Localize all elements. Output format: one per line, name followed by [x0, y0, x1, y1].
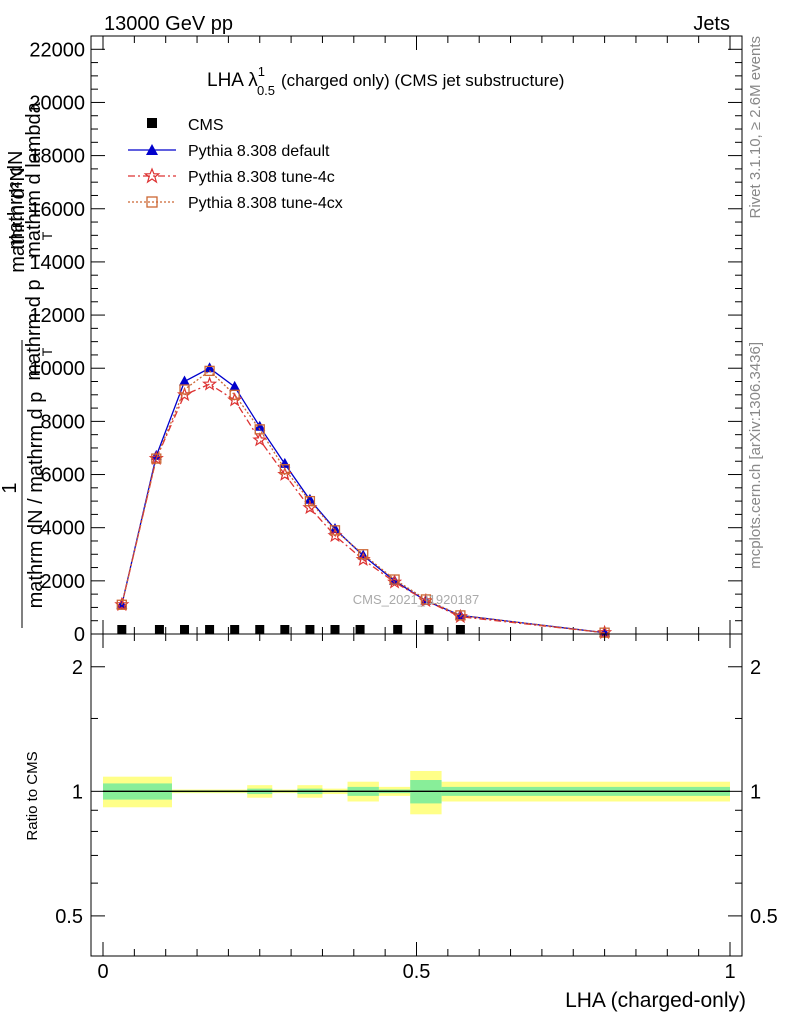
cms-data-point [393, 625, 403, 634]
tune4cx-data-point [179, 384, 190, 395]
legend-4c-marker [143, 167, 161, 184]
cms-data-point [355, 625, 365, 634]
tune4cx-data-point [329, 525, 341, 536]
default-data-point [279, 457, 291, 468]
header-left: 13000 GeV pp [104, 13, 233, 35]
tune4cx-data-point [279, 464, 290, 475]
tune4cx-data-point [358, 549, 369, 560]
ylabel-garbled: mathrm dN [5, 151, 27, 250]
cms-data-point [230, 625, 240, 634]
cms-data-point [424, 625, 434, 634]
ylabel-line-4: mathrm d lambda [23, 101, 45, 257]
ratio-y-tick-label-right: 0.5 [750, 906, 778, 928]
plot-title-rest: (charged only) (CMS jet substructure) [281, 71, 564, 90]
main-y-tick-label: 12000 [29, 305, 85, 327]
tune4cx-data-point [389, 574, 400, 585]
plot-title: LHA λ1 0.5 (charged only) (CMS jet substru… [207, 64, 564, 98]
watermark: CMS_2021_I1920187 [353, 592, 480, 607]
plot-title-sup: 1 [258, 64, 265, 79]
default-data-point [150, 449, 162, 460]
main-y-label: mathrm d²N mathrm d p T mathrm d lambda … [0, 101, 55, 628]
cms-data-point [117, 625, 127, 634]
cms-data-point [154, 625, 164, 634]
main-y-tick-label: 18000 [29, 146, 85, 168]
legend-cms-marker [147, 118, 157, 128]
cms-data-point [330, 625, 340, 634]
mcplots-label: mcplots.cern.ch [arXiv:1306.3436] [747, 342, 764, 569]
tune4c-data-point [202, 376, 218, 391]
default-data-point [204, 362, 216, 373]
ratio-y-tick-label-right: 1 [750, 781, 761, 803]
plot-title-main: LHA λ [207, 70, 258, 91]
ratio-y-label: Ratio to CMS [24, 751, 41, 840]
cms-data-point [180, 625, 190, 634]
series-line-2 [121, 383, 605, 634]
ratio-y-axis: 0.5 0.5 1 1 2 2 [55, 657, 778, 928]
plot-title-sub: 0.5 [257, 83, 275, 98]
cms-data-point [305, 625, 315, 634]
cms-data-point [280, 625, 290, 634]
tune4cx-data-point [116, 599, 127, 610]
ratio-bands [103, 770, 730, 815]
default-data-point [254, 420, 266, 431]
ratio-y-tick-label-right: 2 [750, 657, 761, 679]
main-y-tick-label: 8000 [41, 411, 86, 433]
main-series-group [114, 362, 613, 640]
main-y-axis: 0 2000 4000 6000 8000 10000 12000 14000 16000 180… [29, 39, 742, 646]
ratio-x-tick-label: 0 [97, 961, 108, 983]
main-y-tick-label: 10000 [29, 358, 85, 380]
legend-4cx-label: Pythia 8.308 tune-4cx [188, 195, 343, 212]
legend-4cx-marker [146, 196, 158, 208]
main-y-tick-label: 20000 [29, 92, 85, 114]
rivet-label: Rivet 3.1.10, ≥ 2.6M events [747, 36, 764, 219]
main-y-tick-label: 16000 [29, 199, 85, 221]
main-y-tick-label: 2000 [41, 571, 86, 593]
ratio-x-tick-label: 1 [724, 961, 735, 983]
default-data-point [229, 380, 241, 391]
main-y-tick-label: 22000 [29, 39, 85, 61]
legend-default-label: Pythia 8.308 default [188, 143, 330, 160]
cms-data-point [455, 625, 465, 634]
default-data-point [179, 375, 191, 386]
tune4cx-data-point [304, 495, 316, 507]
ratio-y-tick-label: 0.5 [55, 906, 83, 928]
ylabel-line-3: T [39, 231, 55, 240]
main-y-tick-label: 4000 [41, 518, 86, 540]
ratio-x-tick-label: 0.5 [403, 961, 431, 983]
tune4cx-data-point [254, 424, 265, 435]
x-axis-label: LHA (charged-only) [565, 989, 746, 1012]
tune4cx-data-point [455, 610, 466, 621]
main-y-tick-label: 6000 [41, 465, 86, 487]
ratio-y-tick-label: 1 [72, 781, 83, 803]
legend-cms-label: CMS [188, 117, 224, 134]
ylabel-line-1: mathrm d²N [7, 167, 29, 273]
ylabel-frac-num: 1 [0, 482, 21, 493]
cms-data-point [205, 625, 215, 634]
main-x-ticks [102, 36, 731, 634]
default-data-point [304, 493, 316, 504]
legend-default-marker [146, 144, 158, 155]
header-right: Jets [693, 13, 730, 35]
cms-data-point [255, 625, 265, 634]
series-line-3 [121, 370, 605, 634]
tune4c-data-point [252, 432, 268, 447]
tune4cx-data-point [151, 453, 162, 464]
ratio-y-tick-label: 2 [72, 657, 83, 679]
ylabel-line-2: mathrm d p [23, 279, 45, 380]
tune4cx-data-point [229, 389, 240, 400]
ratio-x-axis: 0 0.5 1 [97, 634, 736, 983]
main-y-tick-label: 0 [74, 624, 85, 646]
tune4cx-data-point [204, 365, 215, 377]
ylabel-frac-den-sub: T [39, 347, 55, 356]
legend-4c-label: Pythia 8.308 tune-4c [188, 169, 335, 186]
ylabel-frac-den: mathrm dN / mathrm d p [25, 392, 47, 609]
tune4cx-data-point [420, 594, 432, 605]
main-y-tick-label: 14000 [29, 252, 85, 274]
legend: CMS Pythia 8.308 default Pythia 8.308 tu… [128, 117, 343, 212]
